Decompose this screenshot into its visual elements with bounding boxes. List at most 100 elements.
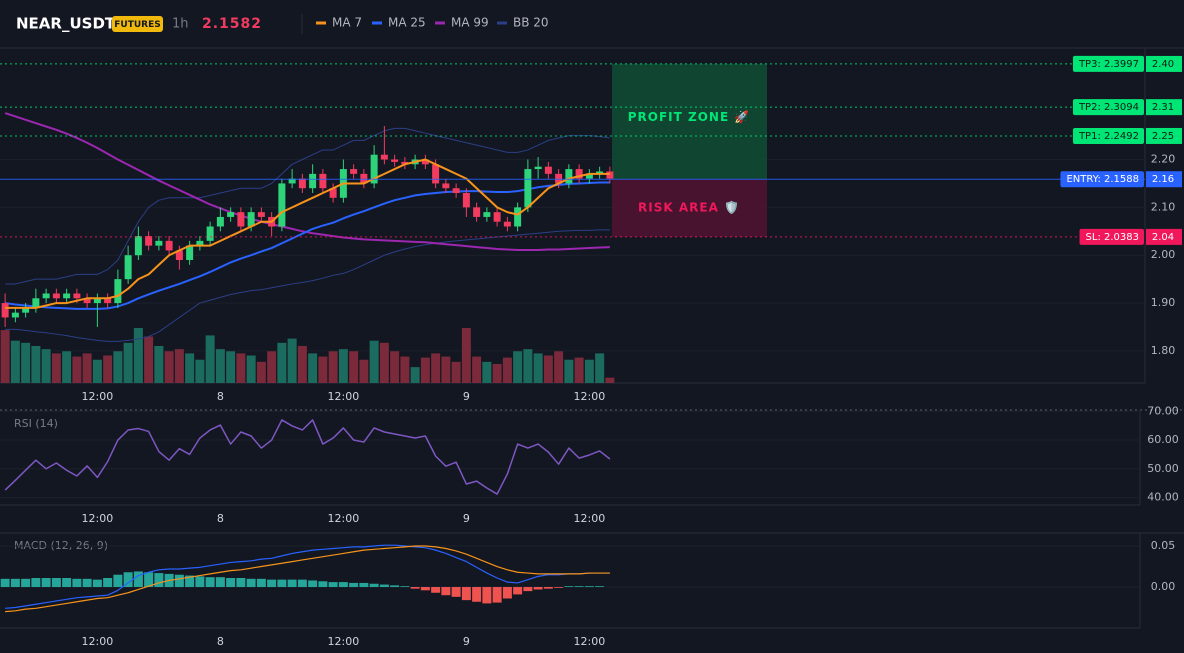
y-tick-label: 0.05 — [1151, 539, 1176, 552]
level-axis-label: 2.40 — [1152, 59, 1174, 70]
volume-bar — [267, 351, 277, 383]
zone-label: PROFIT ZONE 🚀 — [628, 110, 751, 124]
volume-bar — [297, 345, 307, 383]
x-tick-label: 12:00 — [82, 635, 114, 648]
zone — [612, 63, 767, 180]
candle-body — [514, 207, 522, 227]
candle-body — [227, 212, 235, 217]
candle-body — [473, 207, 481, 217]
histogram-bar — [472, 587, 482, 602]
histogram-bar — [92, 579, 102, 588]
histogram-bar — [502, 587, 512, 599]
level-label-bg — [1060, 171, 1144, 188]
x-tick-label: 12:00 — [82, 512, 114, 525]
candle-body — [493, 212, 501, 222]
histogram-bar — [123, 572, 133, 588]
histogram-bar — [215, 577, 225, 588]
legend-label: BB 20 — [513, 16, 549, 30]
badge-bg — [112, 16, 163, 32]
candle-body — [524, 169, 532, 208]
candle-body — [134, 236, 142, 256]
histogram-bar — [133, 571, 143, 588]
histogram-bar — [461, 587, 471, 601]
y-tick-label: 2.10 — [1151, 200, 1176, 213]
candle-body — [565, 169, 573, 184]
moving-average — [5, 158, 610, 309]
volume-bar — [400, 356, 410, 383]
histogram-bar — [226, 578, 236, 588]
candle-body — [555, 173, 563, 184]
histogram-bar — [390, 585, 400, 588]
candle-body — [186, 245, 194, 261]
volume-bar — [492, 363, 502, 383]
x-tick-label: 12:00 — [574, 512, 606, 525]
x-tick-label: 9 — [463, 635, 470, 648]
candle-body — [606, 171, 614, 179]
candle-body — [585, 173, 593, 179]
histogram-bar — [103, 578, 113, 588]
volume-bar — [133, 328, 143, 383]
zone — [612, 179, 767, 237]
candle-body — [278, 183, 286, 227]
y-tick-label: 70.00 — [1147, 404, 1179, 417]
legend-label: MA 25 — [388, 16, 426, 30]
x-tick-label: 9 — [463, 390, 470, 403]
interval[interactable]: 1h — [172, 17, 189, 32]
volume-bar — [195, 359, 205, 383]
volume-bar — [543, 355, 553, 383]
badge: FUTURES — [114, 20, 160, 30]
y-tick-label: 0.00 — [1151, 580, 1176, 593]
level-axis-bg — [1146, 55, 1182, 72]
volume-bar — [338, 349, 348, 383]
volume-bar — [256, 361, 266, 383]
histogram-bar — [379, 584, 389, 588]
volume-bar — [164, 351, 174, 383]
candle-body — [1, 303, 9, 318]
volume-bar — [595, 353, 605, 383]
legend-label: MA 99 — [451, 16, 489, 30]
candle-body — [462, 193, 470, 208]
last-price: 2.1582 — [202, 16, 262, 32]
level-label-bg — [1072, 99, 1144, 116]
candle-body — [206, 226, 214, 241]
level-label: TP3: 2.3997 — [1078, 59, 1139, 70]
candle-body — [370, 154, 378, 184]
candle-body — [83, 298, 91, 304]
histogram-bar — [523, 587, 533, 592]
volume-bar — [277, 342, 287, 383]
histogram-bar — [31, 578, 41, 588]
candle-body — [22, 307, 30, 313]
candle-body — [237, 212, 245, 227]
candle-body — [534, 166, 542, 170]
histogram-bar — [410, 587, 420, 589]
bb-lower — [5, 229, 610, 342]
volume-bar — [328, 351, 338, 383]
candle-body — [104, 298, 112, 304]
histogram-bar — [205, 577, 215, 588]
volume-bar — [502, 357, 512, 383]
level-axis-label: 2.25 — [1152, 131, 1174, 142]
histogram-bar — [595, 586, 605, 588]
x-tick-label: 12:00 — [328, 512, 360, 525]
volume-bar — [533, 353, 543, 383]
candle-body — [452, 188, 460, 194]
level-label-bg — [1079, 228, 1144, 245]
volume-bar — [144, 336, 154, 383]
histogram-bar — [543, 587, 553, 589]
histogram-bar — [256, 578, 266, 588]
histogram-bar — [0, 578, 10, 588]
volume-bar — [41, 349, 51, 383]
volume-bar — [0, 330, 10, 383]
histogram-bar — [420, 587, 430, 591]
volume-bar — [605, 377, 615, 383]
volume-bar — [574, 357, 584, 383]
histogram-bar — [574, 586, 584, 588]
histogram-bar — [41, 578, 51, 588]
y-tick-label: 40.00 — [1147, 491, 1179, 504]
candle-body — [401, 161, 409, 165]
volume-bar — [564, 359, 574, 383]
histogram-bar — [441, 587, 451, 596]
histogram-bar — [267, 579, 277, 588]
